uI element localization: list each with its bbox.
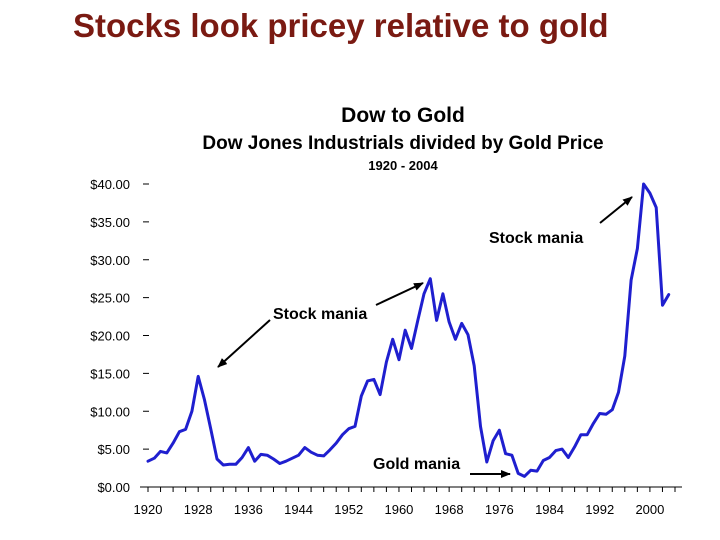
- chart-title: Dow to Gold: [341, 104, 465, 127]
- x-tick-label: 1984: [535, 502, 564, 517]
- y-tick-label: $40.00: [90, 177, 130, 192]
- y-tick-label: $10.00: [90, 404, 130, 419]
- y-axis: $0.00 $5.00 $10.00 $15.00 $20.00 $25.00 $30.00…: [90, 177, 149, 495]
- x-tick-label: 1952: [334, 502, 363, 517]
- x-tick-label: 1928: [184, 502, 213, 517]
- annotation-stock-mania-1928: Stock mania: [273, 306, 367, 323]
- chart-date-range: 1920 - 2004: [368, 158, 438, 173]
- slide-title: Stocks look pricey relative to gold: [73, 7, 609, 44]
- x-tick-label: 1944: [284, 502, 313, 517]
- annotation-arrow-1928: [217, 319, 271, 368]
- x-axis: 1920 1928 1936 1944 1952 1960 1968 1976 1984 1992…: [134, 486, 682, 517]
- y-tick-label: $35.00: [90, 215, 130, 230]
- annotations: Stock mania Gold mania Stock mania: [217, 196, 633, 478]
- chart-subtitle: Dow Jones Industrials divided by Gold Pr…: [202, 133, 603, 154]
- y-tick-label: $30.00: [90, 253, 130, 268]
- annotation-gold-mania: Gold mania: [373, 456, 460, 473]
- y-tick-label: $15.00: [90, 366, 130, 381]
- annotation-arrow-2000: [599, 196, 633, 224]
- x-tick-label: 1968: [435, 502, 464, 517]
- x-tick-label: 1920: [134, 502, 163, 517]
- x-tick-label: 1976: [485, 502, 514, 517]
- y-tick-label: $0.00: [97, 480, 130, 495]
- y-tick-label: $5.00: [97, 442, 130, 457]
- x-tick-label: 1960: [384, 502, 413, 517]
- x-tick-label: 1936: [234, 502, 263, 517]
- x-tick-label: 1992: [585, 502, 614, 517]
- y-tick-label: $20.00: [90, 329, 130, 344]
- y-tick-label: $25.00: [90, 291, 130, 306]
- series-line-dow-gold: [146, 182, 671, 478]
- annotation-arrow-1965: [375, 282, 424, 306]
- annotation-stock-mania-2000: Stock mania: [489, 230, 583, 247]
- x-tick-label: 2000: [635, 502, 664, 517]
